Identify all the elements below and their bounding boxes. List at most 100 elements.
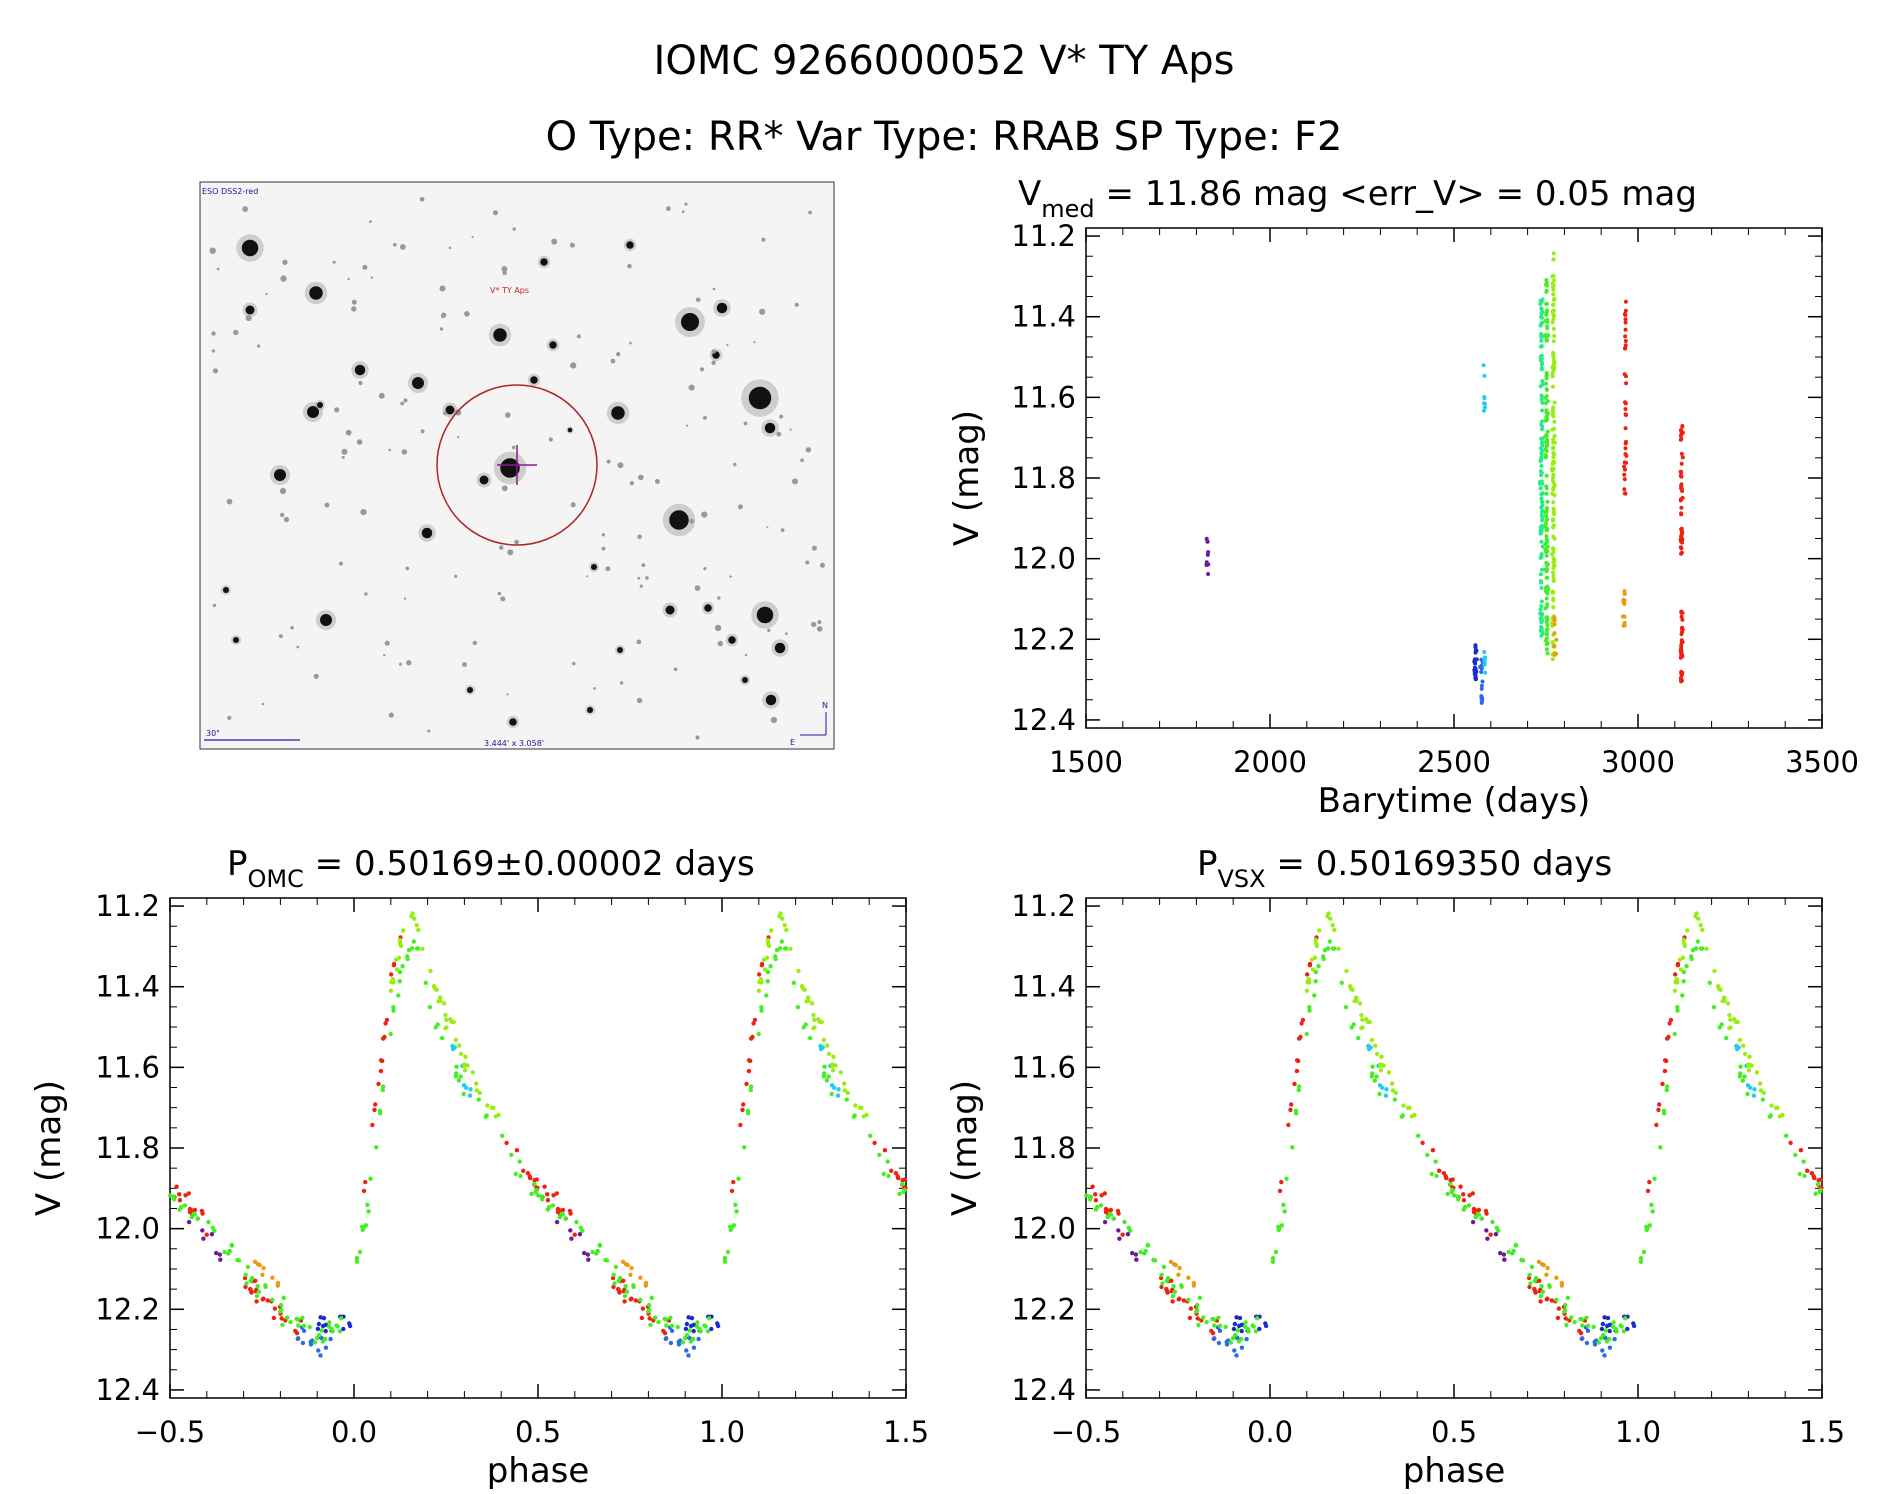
lightcurve-plot-frame: [1085, 227, 1823, 729]
phased-vsx-point: [1598, 1336, 1604, 1341]
phased-vsx-point: [1769, 1103, 1774, 1108]
phased-vsx-point: [1541, 1262, 1546, 1268]
phased-omc-point: [243, 1272, 248, 1278]
finder-faint-star: [280, 275, 287, 282]
phased-vsx-point: [1298, 1034, 1303, 1040]
finder-faint-star: [701, 511, 708, 518]
phased-omc-point: [365, 1202, 370, 1208]
phased-vsx-point: [1539, 1284, 1544, 1289]
phased-vsx-point: [1412, 1112, 1417, 1118]
phased-vsx-point: [1564, 1322, 1569, 1328]
phased-vsx-point: [1675, 1008, 1680, 1013]
lightcurve-point: [1539, 586, 1544, 590]
phased-omc-point: [897, 1191, 902, 1197]
finder-faint-star: [711, 360, 716, 365]
finder-faint-star: [684, 202, 688, 206]
phased-vsx-point: [1232, 1321, 1238, 1327]
finder-faint-star: [384, 640, 390, 646]
lightcurve-point: [1539, 452, 1544, 456]
lightcurve-point: [1622, 491, 1627, 496]
phased-vsx-point: [1625, 1326, 1630, 1332]
lightcurve-point: [1539, 396, 1544, 401]
phased-omc-point: [759, 1005, 764, 1010]
phased-vsx-point: [1170, 1293, 1176, 1299]
phased-omc-point: [764, 993, 769, 998]
phased-omc-point: [401, 928, 406, 933]
phased-omc-point: [809, 1001, 815, 1006]
lightcurve-point: [1479, 686, 1484, 691]
finder-faint-star: [242, 206, 249, 213]
phased-vsx-point: [1242, 1324, 1248, 1329]
phased-omc-point: [582, 1250, 587, 1256]
phased-vsx-point: [1282, 1209, 1287, 1214]
phased-vsx-point: [1292, 1081, 1297, 1087]
lightcurve-point: [1623, 313, 1628, 317]
phased-vsx-point: [1641, 1249, 1647, 1255]
finder-faint-star: [211, 349, 215, 353]
lightcurve-point: [1679, 532, 1684, 537]
phased-omc-point: [300, 1315, 305, 1321]
phased-omc-point: [822, 1071, 827, 1076]
phased-omc-point: [409, 946, 415, 951]
finder-faint-star: [405, 566, 410, 571]
phased-vsx-point: [1336, 946, 1341, 951]
finder-faint-star: [629, 341, 632, 345]
phased-vsx-point: [1585, 1323, 1591, 1329]
phased-vsx-point: [1493, 1232, 1499, 1237]
lightcurve-point: [1550, 373, 1555, 378]
phased-vsx-point: [1668, 1017, 1674, 1023]
phased-vsx-point: [1133, 1252, 1139, 1257]
phased-vsx-point: [1677, 957, 1683, 962]
phased-omc-point: [195, 1216, 200, 1221]
lightcurve-point: [1551, 316, 1556, 321]
lightcurve-point: [1551, 358, 1556, 363]
phased-vsx-point: [1279, 1179, 1284, 1185]
phased-vsx-point: [1179, 1283, 1184, 1288]
phased-omc-point: [765, 969, 771, 975]
phased-omc-point: [769, 928, 774, 933]
lightcurve-ytick-label: 11.2: [1011, 219, 1076, 253]
phased-vsx-point: [1108, 1207, 1114, 1213]
finder-faint-star: [645, 576, 649, 580]
finder-faint-star: [689, 518, 695, 524]
phased-vsx-point: [1556, 1306, 1562, 1311]
phased-vsx-point: [1093, 1192, 1098, 1197]
phased-vsx-point: [1393, 1090, 1399, 1096]
phased-vsx-point: [1360, 1017, 1365, 1022]
phased-vsx-point: [1775, 1105, 1780, 1111]
phased-omc-point: [245, 1264, 251, 1270]
finder-target-label: V* TY Aps: [490, 286, 529, 295]
phased-vsx-point: [1461, 1207, 1467, 1212]
lightcurve-point: [1679, 451, 1684, 456]
phased-omc-point: [361, 1188, 367, 1194]
phased-vsx-point: [1181, 1298, 1187, 1303]
phased-omc-point: [454, 1071, 459, 1076]
lightcurve-point: [1554, 637, 1559, 642]
phased-vsx-point: [1704, 946, 1709, 951]
finder-faint-star: [283, 516, 290, 523]
phased-omc-point: [782, 946, 788, 951]
phased-omc-point: [261, 1296, 266, 1301]
lightcurve-point: [1551, 446, 1555, 451]
phased-omc-point: [736, 1176, 741, 1182]
phased-omc-point: [434, 987, 439, 992]
lightcurve-point: [1551, 282, 1556, 287]
finder-faint-star: [636, 639, 642, 645]
finder-star: [500, 458, 520, 478]
finder-faint-star: [511, 445, 516, 450]
phased-omc-point: [368, 1176, 373, 1182]
lightcurve-ytick-label: 11.6: [1011, 380, 1076, 414]
lightcurve-point: [1552, 563, 1557, 568]
phased-omc-point: [457, 1043, 462, 1048]
phased-omc-point: [504, 1140, 509, 1146]
lightcurve-point: [1479, 657, 1484, 662]
phased-vsx-point: [1098, 1203, 1104, 1208]
phased-vsx-point: [1354, 995, 1359, 1000]
phased-vsx-point: [1452, 1193, 1457, 1198]
lightcurve-point: [1678, 433, 1683, 438]
lightcurve-point: [1623, 467, 1627, 472]
lightcurve-point: [1539, 604, 1544, 609]
phased-omc-point: [384, 1017, 390, 1023]
phased-vsx-xtick-label: 0.0: [1247, 1415, 1293, 1449]
phased-omc-point: [301, 1323, 307, 1329]
